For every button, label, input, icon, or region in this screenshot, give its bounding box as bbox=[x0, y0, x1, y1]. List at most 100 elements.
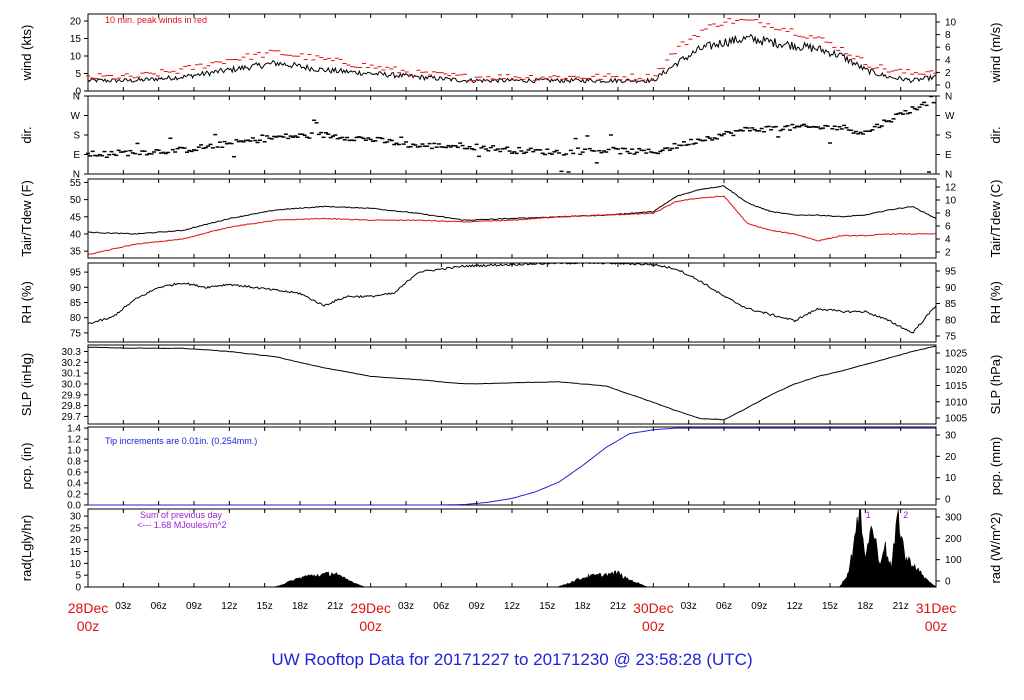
dir-right-tick-label: N bbox=[945, 92, 952, 103]
pcp-ytick-label: 0.4 bbox=[67, 479, 81, 490]
rh-ylabel: RH (%) bbox=[19, 281, 34, 324]
rad-peak-label: 1 bbox=[866, 510, 871, 520]
hour-label: 12z bbox=[221, 601, 237, 612]
rad-ytick-label: 5 bbox=[75, 571, 81, 582]
slp-ytick-label: 30.1 bbox=[62, 369, 82, 380]
dir-right-tick-label: N bbox=[945, 170, 952, 181]
slp-ylabel-right: SLP (hPa) bbox=[988, 355, 1003, 415]
pcp-ytick-label: 0.6 bbox=[67, 468, 81, 479]
pcp-ytick-label: 0.0 bbox=[67, 501, 81, 512]
day-label-date: 29Dec bbox=[350, 600, 390, 616]
temp-right-tick-label: 10 bbox=[945, 196, 957, 207]
wind-right-tick-label: 10 bbox=[945, 18, 957, 29]
temp-right-tick-label: 8 bbox=[945, 209, 951, 220]
dir-ytick-label: N bbox=[73, 92, 80, 103]
chart-title: UW Rooftop Data for 20171227 to 20171230… bbox=[271, 650, 753, 669]
hour-label: 21z bbox=[893, 601, 909, 612]
rh-right-tick-label: 90 bbox=[945, 283, 957, 294]
slp-right-tick-label: 1010 bbox=[945, 397, 968, 408]
day-label-date: 31Dec bbox=[916, 600, 956, 616]
rad-ytick-label: 15 bbox=[70, 547, 82, 558]
day-label-hour: 00z bbox=[77, 618, 100, 634]
slp-ytick-label: 29.8 bbox=[62, 401, 82, 412]
pcp-ytick-label: 0.2 bbox=[67, 490, 81, 501]
day-label-date: 28Dec bbox=[68, 600, 108, 616]
rh-right-tick-label: 95 bbox=[945, 267, 957, 278]
wind-right-tick-label: 4 bbox=[945, 55, 951, 66]
slp-ylabel: SLP (inHg) bbox=[19, 353, 34, 416]
pcp-right-tick-label: 10 bbox=[945, 473, 957, 484]
pcp-right-tick-label: 0 bbox=[945, 495, 951, 506]
temp-ylabel-right: Tair/Tdew (C) bbox=[988, 179, 1003, 257]
rad-ylabel-right: rad (W/m^2) bbox=[988, 512, 1003, 583]
pcp-right-tick-label: 20 bbox=[945, 452, 957, 463]
rad-ytick-label: 30 bbox=[70, 512, 82, 523]
temp-ylabel: Tair/Tdew (F) bbox=[19, 180, 34, 257]
rh-right-tick-label: 80 bbox=[945, 315, 957, 326]
dir-ytick-label: W bbox=[71, 111, 81, 122]
hour-label: 03z bbox=[681, 601, 697, 612]
dir-ytick-label: N bbox=[73, 170, 80, 181]
rh-ylabel-right: RH (%) bbox=[988, 281, 1003, 324]
dir-ylabel: dir. bbox=[19, 126, 34, 143]
slp-right-tick-label: 1005 bbox=[945, 414, 968, 425]
temp-ytick-label: 45 bbox=[70, 212, 82, 223]
rad-right-tick-label: 0 bbox=[945, 577, 951, 588]
day-label-hour: 00z bbox=[925, 618, 948, 634]
day-label-date: 30Dec bbox=[633, 600, 673, 616]
pcp-ytick-label: 1.2 bbox=[67, 435, 81, 446]
slp-right-tick-label: 1025 bbox=[945, 349, 968, 360]
temp-right-tick-label: 2 bbox=[945, 248, 951, 259]
hour-label: 12z bbox=[787, 601, 803, 612]
hour-label: 15z bbox=[539, 601, 555, 612]
rh-ytick-label: 75 bbox=[70, 328, 82, 339]
wind-right-tick-label: 2 bbox=[945, 68, 951, 79]
wind-ytick-label: 5 bbox=[75, 69, 81, 80]
dir-ylabel-right: dir. bbox=[988, 126, 1003, 143]
wind-right-tick-label: 6 bbox=[945, 43, 951, 54]
slp-panel-frame bbox=[87, 344, 937, 425]
wind-right-tick-label: 8 bbox=[945, 30, 951, 41]
hour-label: 06z bbox=[433, 601, 449, 612]
dir-right-tick-label: E bbox=[945, 150, 952, 161]
rad-annotation-line: <--- 1.68 MJoules/m^2 bbox=[137, 520, 227, 530]
hour-label: 03z bbox=[115, 601, 131, 612]
hour-label: 21z bbox=[327, 601, 343, 612]
rh-series-line bbox=[87, 262, 937, 334]
hour-label: 06z bbox=[716, 601, 732, 612]
wind-ytick-label: 0 bbox=[75, 87, 81, 98]
dir-ytick-label: E bbox=[73, 150, 80, 161]
hour-label: 06z bbox=[151, 601, 167, 612]
temp-ytick-label: 55 bbox=[70, 178, 82, 189]
rad-right-tick-label: 200 bbox=[945, 534, 962, 545]
temp-ytick-label: 35 bbox=[70, 247, 82, 258]
hour-label: 09z bbox=[469, 601, 485, 612]
rh-right-tick-label: 85 bbox=[945, 299, 957, 310]
temp-series-line bbox=[87, 195, 937, 255]
rad-right-tick-label: 300 bbox=[945, 513, 962, 524]
hour-label: 15z bbox=[257, 601, 273, 612]
wind-series-line bbox=[87, 33, 937, 84]
pcp-right-tick-label: 30 bbox=[945, 431, 957, 442]
hour-label: 18z bbox=[575, 601, 591, 612]
pcp-ytick-label: 1.4 bbox=[67, 424, 81, 435]
temp-right-tick-label: 4 bbox=[945, 235, 951, 246]
hour-label: 03z bbox=[398, 601, 414, 612]
pcp-ylabel-right: pcp. (mm) bbox=[988, 437, 1003, 496]
slp-ytick-label: 29.9 bbox=[62, 390, 82, 401]
day-label-hour: 00z bbox=[359, 618, 382, 634]
hour-label: 18z bbox=[292, 601, 308, 612]
day-label-hour: 00z bbox=[642, 618, 665, 634]
hour-label: 09z bbox=[751, 601, 767, 612]
hour-label: 18z bbox=[857, 601, 873, 612]
rad-ytick-label: 10 bbox=[70, 559, 82, 570]
rad-ytick-label: 20 bbox=[70, 535, 82, 546]
slp-right-tick-label: 1015 bbox=[945, 381, 968, 392]
hour-label: 12z bbox=[504, 601, 520, 612]
wind-ylabel-right: wind (m/s) bbox=[988, 23, 1003, 84]
temp-ytick-label: 40 bbox=[70, 229, 82, 240]
rad-peak-label: 2 bbox=[903, 510, 908, 520]
rh-ytick-label: 85 bbox=[70, 298, 82, 309]
hour-label: 09z bbox=[186, 601, 202, 612]
rad-annotation-line: Sum of previous day bbox=[140, 510, 223, 520]
